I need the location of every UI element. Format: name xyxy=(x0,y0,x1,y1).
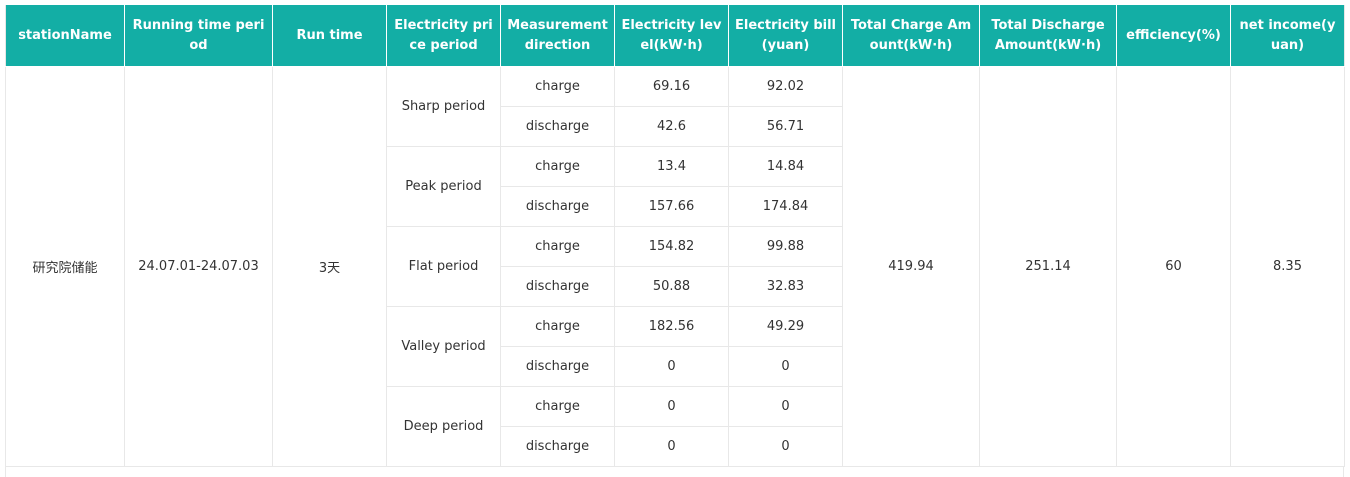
electricity-level-cell: 69.16 xyxy=(614,66,729,107)
electricity-level-cell: 0 xyxy=(614,386,729,427)
electricity-bill-cell: 14.84 xyxy=(728,146,843,187)
direction-cell: charge xyxy=(500,306,615,347)
header-station-name: stationName xyxy=(5,5,125,67)
header-electricity-bill: Electricity bill (yuan) xyxy=(728,5,843,67)
electricity-level-cell: 0 xyxy=(614,346,729,387)
electricity-level-cell: 0 xyxy=(614,426,729,467)
statistics-table-container: stationName Running time period Run time… xyxy=(5,5,1345,477)
electricity-bill-cell: 32.83 xyxy=(728,266,843,307)
electricity-level-cell: 42.6 xyxy=(614,106,729,147)
electricity-bill-cell: 56.71 xyxy=(728,106,843,147)
header-net-income: net income(yuan) xyxy=(1230,5,1345,67)
price-period-cell: Sharp period xyxy=(386,66,501,147)
header-running-time-period: Running time period xyxy=(124,5,273,67)
table-row: discharge 50.88 32.83 xyxy=(6,266,1345,307)
header-electricity-level: Electricity level(kW·h) xyxy=(614,5,729,67)
header-total-discharge-amount: Total Discharge Amount(kW·h) xyxy=(979,5,1117,67)
direction-cell: discharge xyxy=(500,346,615,387)
header-efficiency: efficiency(%) xyxy=(1116,5,1231,67)
electricity-level-cell: 182.56 xyxy=(614,306,729,347)
direction-cell: charge xyxy=(500,226,615,267)
electricity-level-cell: 50.88 xyxy=(614,266,729,307)
table-footer-spacer xyxy=(5,467,1344,477)
electricity-bill-cell: 99.88 xyxy=(728,226,843,267)
total-charge-cell: 419.94 xyxy=(842,66,980,467)
direction-cell: charge xyxy=(500,386,615,427)
direction-cell: discharge xyxy=(500,186,615,227)
price-period-cell: Peak period xyxy=(386,146,501,227)
electricity-level-cell: 13.4 xyxy=(614,146,729,187)
electricity-level-cell: 154.82 xyxy=(614,226,729,267)
table-row: Peak period charge 13.4 14.84 xyxy=(6,146,1345,227)
direction-cell: charge xyxy=(500,66,615,107)
electricity-bill-cell: 49.29 xyxy=(728,306,843,347)
direction-cell: discharge xyxy=(500,106,615,147)
direction-cell: charge xyxy=(500,146,615,187)
electricity-bill-cell: 174.84 xyxy=(728,186,843,227)
table-row: 研究院储能 24.07.01-24.07.03 3天 Sharp period … xyxy=(5,66,1345,467)
direction-cell: discharge xyxy=(500,426,615,467)
electricity-bill-cell: 92.02 xyxy=(728,66,843,107)
price-period-cell: Valley period xyxy=(386,306,501,387)
electricity-bill-cell: 0 xyxy=(728,426,843,467)
header-run-time: Run time xyxy=(272,5,387,67)
header-measurement-direction: Measurement direction xyxy=(500,5,615,67)
table-row: Deep period charge 0 0 xyxy=(6,386,1345,467)
statistics-table: stationName Running time period Run time… xyxy=(5,5,1345,467)
net-income-cell: 8.35 xyxy=(1230,66,1345,467)
table-row: discharge 0 0 xyxy=(6,346,1345,387)
header-electricity-price-period: Electricity price period xyxy=(386,5,501,67)
total-discharge-cell: 251.14 xyxy=(979,66,1117,467)
table-row: Valley period charge 182.56 49.29 xyxy=(6,306,1345,387)
run-time-cell: 3天 xyxy=(272,66,387,467)
price-period-cell: Deep period xyxy=(386,386,501,467)
running-period-cell: 24.07.01-24.07.03 xyxy=(124,66,273,467)
electricity-bill-cell: 0 xyxy=(728,386,843,427)
electricity-bill-cell: 0 xyxy=(728,346,843,387)
electricity-level-cell: 157.66 xyxy=(614,186,729,227)
header-total-charge-amount: Total Charge Amount(kW·h) xyxy=(842,5,980,67)
table-row: discharge 157.66 174.84 xyxy=(6,186,1345,227)
direction-cell: discharge xyxy=(500,266,615,307)
table-header-row: stationName Running time period Run time… xyxy=(5,5,1345,67)
station-name-cell: 研究院储能 xyxy=(5,66,125,467)
table-row: discharge 42.6 56.71 xyxy=(6,106,1345,147)
price-period-cell: Flat period xyxy=(386,226,501,307)
table-row: discharge 0 0 xyxy=(6,426,1345,467)
table-row: Flat period charge 154.82 99.88 xyxy=(6,226,1345,307)
efficiency-cell: 60 xyxy=(1116,66,1231,467)
